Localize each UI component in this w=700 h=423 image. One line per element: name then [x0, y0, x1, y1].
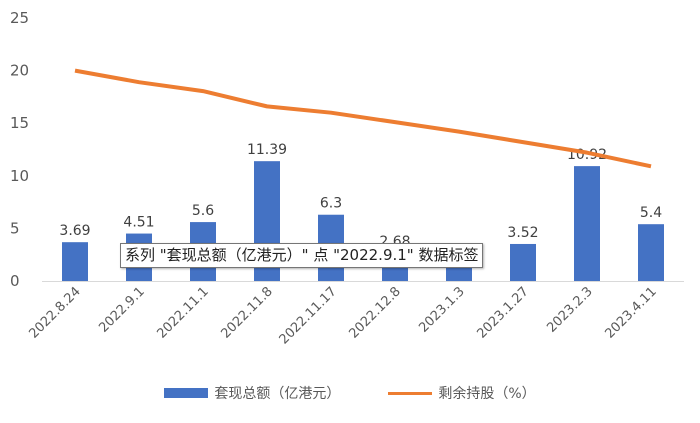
- x-tick-label: 2022.12.8: [346, 284, 403, 341]
- bar[interactable]: [510, 243, 536, 281]
- legend-label: 剩余持股（%）: [438, 386, 536, 402]
- legend-label: 套现总额（亿港元）: [214, 386, 341, 402]
- data-label[interactable]: 3.52: [507, 225, 538, 241]
- y-tick-label: 5: [10, 219, 20, 237]
- x-tick-label: 2022.9.1: [96, 284, 148, 336]
- bar[interactable]: [574, 166, 600, 281]
- legend-swatch-bar: [164, 388, 209, 398]
- x-tick-label: 2022.11.17: [277, 284, 340, 347]
- x-tick-label: 2023.4.11: [602, 284, 659, 341]
- data-label[interactable]: 6.3: [320, 196, 342, 212]
- y-tick-label: 20: [10, 62, 29, 80]
- x-tick-label: 2023.1.27: [474, 284, 531, 341]
- line-series[interactable]: [74, 68, 652, 169]
- data-label[interactable]: 5.6: [192, 203, 214, 219]
- data-label[interactable]: 4.51: [123, 215, 154, 231]
- x-tick-label: 2022.11.1: [154, 284, 211, 341]
- legend: 套现总额（亿港元） 剩余持股（%）: [0, 383, 700, 403]
- bar[interactable]: [638, 224, 664, 281]
- legend-swatch-line: [388, 391, 433, 395]
- y-tick-label: 0: [10, 272, 20, 290]
- x-tick-label: 2023.2.3: [544, 284, 596, 336]
- y-tick-label: 15: [10, 114, 29, 132]
- x-tick-label: 2022.11.8: [218, 284, 275, 341]
- data-label[interactable]: 3.69: [59, 223, 90, 239]
- legend-item-line[interactable]: 剩余持股（%）: [388, 383, 536, 403]
- legend-item-bar[interactable]: 套现总额（亿港元）: [164, 383, 340, 403]
- tooltip: 系列 "套现总额（亿港元）" 点 "2022.9.1" 数据标签: [120, 243, 484, 268]
- bar[interactable]: [62, 242, 88, 281]
- x-tick-label: 2023.1.3: [416, 284, 468, 336]
- y-tick-label: 10: [10, 167, 29, 185]
- data-label[interactable]: 11.39: [247, 142, 287, 158]
- data-label[interactable]: 5.4: [640, 205, 662, 221]
- x-tick-label: 2022.8.24: [26, 284, 83, 341]
- y-tick-label: 25: [10, 9, 29, 27]
